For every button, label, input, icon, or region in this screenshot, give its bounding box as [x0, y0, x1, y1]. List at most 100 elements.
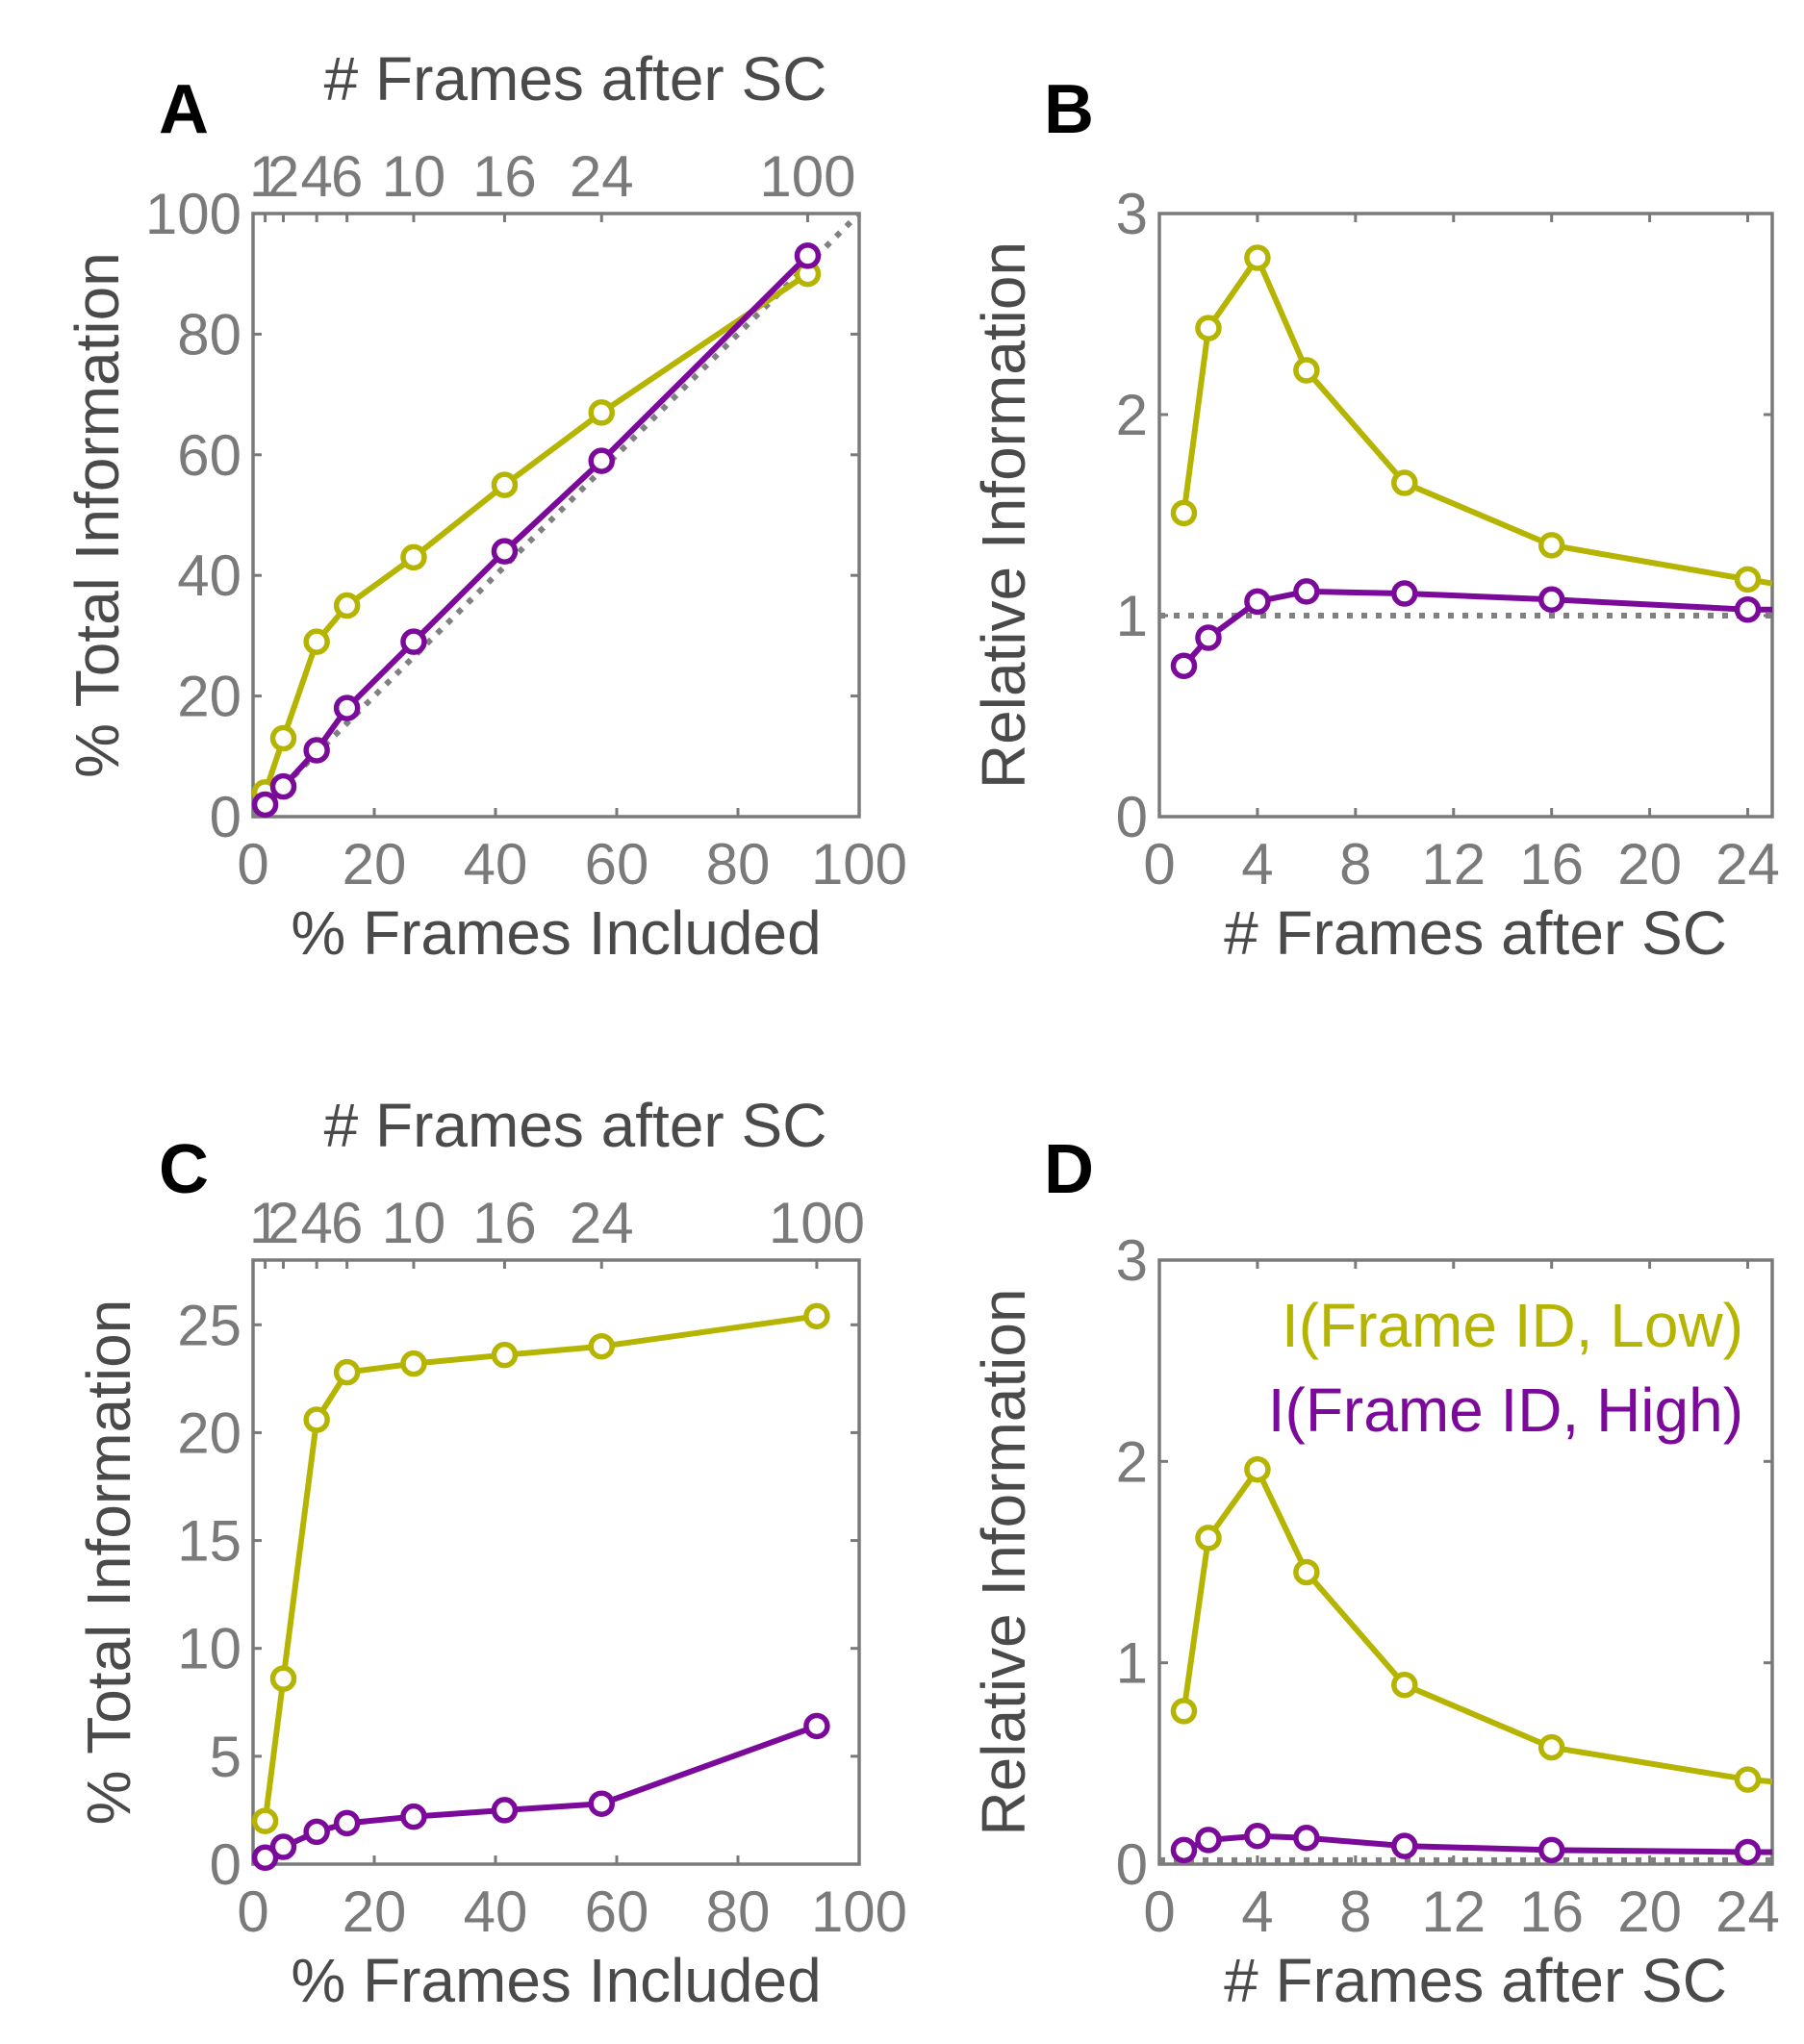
panel-letter-b: B: [1044, 71, 1094, 148]
data-point-low: [303, 1406, 330, 1433]
data-point-high: [794, 242, 822, 269]
top-tick-label: 6: [331, 1191, 363, 1255]
series-line-low: [262, 271, 810, 794]
top-tick-label: 4: [300, 144, 332, 209]
x-tick-label: 80: [706, 832, 771, 896]
y-tick-label: 40: [177, 543, 241, 608]
top-tick-label: 6: [331, 144, 363, 209]
x-tick-label: 12: [1421, 1880, 1486, 1944]
x-tick-label: 60: [585, 832, 649, 896]
top-tick-label: 10: [382, 1191, 446, 1255]
x-tick-label: 40: [464, 1880, 528, 1944]
y-tick-label: 1: [1116, 584, 1148, 648]
top-tick-label: 2: [267, 1191, 299, 1255]
data-point-low: [400, 543, 427, 571]
top-tick-label: 2: [267, 144, 299, 209]
data-point-high: [333, 694, 361, 721]
y-tick-label: 0: [1116, 1832, 1148, 1897]
y-tick-label: 0: [1116, 785, 1148, 849]
data-point-high: [333, 1809, 361, 1837]
series-line-high: [264, 1723, 818, 1860]
y-tick-label: 0: [210, 1832, 241, 1897]
data-point-low: [1391, 469, 1418, 496]
x-tick-label: 24: [1715, 1880, 1780, 1944]
x-tick-label: 16: [1519, 1880, 1584, 1944]
top-tick-label: 100: [759, 144, 855, 209]
legend-entry-high: I(Frame ID, High): [1268, 1375, 1743, 1445]
data-point-high: [1537, 1836, 1565, 1864]
y-tick-label: 3: [1116, 182, 1148, 246]
plot-frame: [251, 212, 861, 819]
y-axis-label: Relative Information: [969, 241, 1038, 789]
x-tick-label: 12: [1421, 832, 1486, 896]
x-tick-label: 100: [811, 1880, 907, 1944]
data-point-low: [251, 1807, 279, 1834]
data-point-high: [1195, 624, 1222, 651]
top-tick-label: 10: [382, 144, 446, 209]
data-point-low: [588, 1332, 615, 1360]
series-line-low: [262, 1313, 818, 1822]
x-tick-label: 40: [464, 832, 528, 896]
data-point-high: [491, 1797, 519, 1824]
x-axis-label: % Frames Included: [291, 1946, 821, 2015]
y-tick-label: 20: [177, 665, 241, 729]
top-tick-label: 1: [249, 144, 281, 209]
series-line-low: [1181, 1466, 1773, 1785]
data-point-low: [1293, 357, 1320, 384]
top-tick-label: 24: [570, 1191, 634, 1255]
y-tick-label: 15: [177, 1509, 241, 1574]
x-tick-label: 0: [237, 1880, 268, 1944]
data-point-high: [1391, 1832, 1418, 1859]
data-point-high: [803, 1712, 830, 1740]
data-point-low: [1391, 1671, 1418, 1699]
x-tick-label: 20: [343, 1880, 407, 1944]
x-tick-label: 4: [1241, 832, 1273, 896]
y-tick-label: 100: [145, 182, 241, 246]
data-point-high: [1734, 595, 1762, 623]
data-point-high: [491, 538, 519, 565]
data-point-low: [1537, 532, 1565, 559]
x-tick-label: 100: [811, 832, 907, 896]
x-axis-label: # Frames after SC: [1224, 1946, 1727, 2015]
data-point-low: [1170, 1698, 1198, 1725]
top-axis-label: # Frames after SC: [324, 1091, 827, 1160]
y-tick-label: 25: [177, 1293, 241, 1357]
data-point-high: [588, 447, 615, 474]
series-line-high: [1181, 588, 1772, 669]
x-tick-label: 20: [343, 832, 407, 896]
data-point-high: [1391, 580, 1418, 607]
data-point-low: [803, 1302, 830, 1330]
top-tick-label: 16: [472, 1191, 537, 1255]
top-tick-label: 4: [300, 1191, 332, 1255]
data-point-high: [1734, 1838, 1762, 1866]
data-point-low: [269, 724, 297, 752]
panel-letter-c: C: [159, 1131, 209, 1208]
x-tick-label: 20: [1617, 832, 1682, 896]
data-point-high: [1293, 1825, 1320, 1852]
y-tick-label: 80: [177, 302, 241, 366]
data-point-low: [333, 1358, 361, 1386]
x-tick-label: 0: [1143, 832, 1175, 896]
top-tick-label: 24: [570, 144, 634, 209]
x-tick-label: 24: [1715, 832, 1780, 896]
data-point-high: [269, 772, 297, 800]
data-point-high: [1293, 578, 1320, 605]
data-point-low: [333, 592, 361, 619]
y-axis-label: % Total Information: [63, 252, 132, 778]
data-point-high: [269, 1833, 297, 1860]
data-point-high: [400, 1803, 427, 1830]
x-tick-label: 8: [1339, 832, 1371, 896]
panel-letter-d: D: [1044, 1131, 1094, 1208]
series-line-low: [1181, 254, 1773, 587]
y-tick-label: 3: [1116, 1228, 1148, 1293]
x-tick-label: 8: [1339, 1880, 1371, 1944]
x-axis-label: % Frames Included: [291, 898, 821, 968]
data-point-low: [1537, 1733, 1565, 1761]
y-axis-label: Relative Information: [969, 1288, 1038, 1835]
reference-line: [250, 211, 862, 820]
